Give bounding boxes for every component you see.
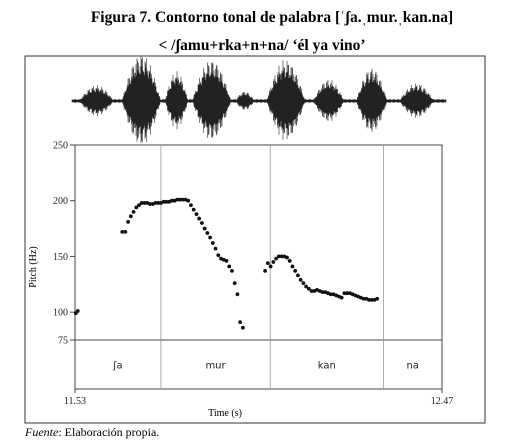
- pitch-point: [194, 212, 199, 216]
- pitch-point: [271, 260, 276, 264]
- y-tick-label: 250: [53, 141, 68, 152]
- pitch-point: [309, 289, 314, 293]
- pitch-point: [205, 231, 210, 235]
- pitch-point: [224, 258, 229, 263]
- syllable-label: ʃa: [112, 361, 123, 372]
- plot-area: [74, 144, 443, 390]
- pitch-point: [148, 202, 152, 206]
- pitch-point: [293, 269, 298, 273]
- waveform-trace: [71, 56, 447, 144]
- pitch-point: [276, 254, 281, 259]
- pitch-point: [298, 277, 303, 282]
- pitch-point: [180, 197, 185, 202]
- pitch-point: [175, 197, 180, 202]
- pitch-point: [285, 255, 289, 260]
- x-axis-label: Time (s): [208, 408, 242, 419]
- pitch-point: [75, 309, 80, 313]
- y-tick-label: 75: [58, 336, 68, 347]
- pitch-point: [238, 320, 243, 325]
- pitch-point: [268, 264, 273, 269]
- pitch-point: [213, 246, 218, 251]
- syllable-label: kan: [318, 361, 336, 372]
- x-tick-label: 12.47: [431, 396, 454, 407]
- pitch-point: [123, 230, 128, 234]
- x-axis: 11.53 12.47: [64, 389, 453, 407]
- y-tick-label: 200: [53, 196, 68, 207]
- pitch-point: [191, 207, 196, 212]
- pitch-point: [227, 264, 232, 269]
- pitch-point: [361, 296, 366, 301]
- pitch-point: [263, 269, 268, 273]
- pitch-point: [199, 221, 204, 225]
- pitch-point: [137, 203, 141, 208]
- pitch-points: [73, 197, 380, 330]
- pitch-point: [178, 197, 182, 202]
- y-tick-label: 100: [53, 308, 68, 319]
- pitch-point: [164, 199, 169, 204]
- source-text: : Elaboración propia.: [58, 425, 159, 439]
- pitch-point: [235, 292, 240, 297]
- pitch-point: [274, 256, 278, 261]
- pitch-point: [232, 281, 237, 286]
- figure-frame: [24, 55, 486, 424]
- pitch-point: [156, 201, 161, 205]
- figure-title-line1: Figura 7. Contorno tonal de palabra [ˈʃa…: [91, 9, 453, 26]
- pitch-point: [202, 226, 207, 231]
- figure-title-line2: < /ʃamu+rka+n+na/ ‘él ya vino’: [158, 37, 365, 54]
- waveform: [71, 56, 447, 144]
- pitch-point: [197, 216, 202, 221]
- pitch-point: [279, 254, 284, 259]
- y-axis: 75 100 150 200 250: [53, 141, 75, 347]
- pitch-point: [369, 297, 374, 302]
- pitch-point: [153, 201, 158, 205]
- pitch-point: [142, 201, 147, 205]
- pitch-point: [169, 198, 174, 203]
- pitch-point: [265, 261, 270, 266]
- syllable-label: mur: [205, 361, 226, 372]
- x-tick-label: 11.53: [64, 396, 86, 407]
- y-tick-label: 150: [53, 252, 68, 263]
- syllable-label: na: [406, 361, 418, 372]
- pitch-point: [131, 209, 136, 214]
- pitch-point: [290, 264, 295, 269]
- pitch-point: [120, 230, 125, 234]
- pitch-point: [128, 214, 133, 219]
- pitch-point: [301, 281, 306, 286]
- pitch-point: [139, 201, 144, 205]
- syllable-labels: ʃa mur kan na: [112, 361, 419, 372]
- pitch-point: [186, 198, 191, 203]
- pitch-point: [210, 241, 215, 245]
- pitch-point: [216, 253, 221, 258]
- pitch-point: [296, 273, 300, 278]
- pitch-point: [328, 292, 333, 297]
- pitch-point: [339, 295, 344, 300]
- pitch-point: [287, 258, 292, 263]
- pitch-point: [161, 199, 166, 204]
- pitch-point: [375, 296, 380, 301]
- pitch-point: [304, 284, 309, 289]
- pitch-point: [230, 269, 234, 273]
- pitch-point: [320, 290, 325, 294]
- pitch-point: [208, 235, 212, 240]
- pitch-point: [189, 203, 193, 208]
- y-axis-label: Pitch (Hz): [28, 246, 39, 287]
- pitch-point: [306, 286, 311, 291]
- pitch-point: [240, 325, 245, 330]
- pitch-point: [342, 291, 347, 296]
- pitch-point: [126, 219, 130, 224]
- source-note: Fuente: Elaboración propia.: [24, 425, 159, 439]
- pitch-point: [134, 205, 139, 210]
- pitch-point: [367, 297, 371, 302]
- source-label: Fuente: [24, 425, 59, 439]
- pitch-point: [345, 291, 350, 296]
